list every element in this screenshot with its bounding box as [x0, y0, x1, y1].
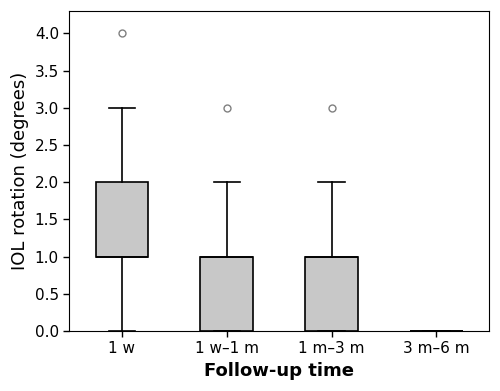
PathPatch shape — [200, 256, 253, 331]
PathPatch shape — [96, 182, 148, 256]
X-axis label: Follow-up time: Follow-up time — [204, 362, 354, 380]
Y-axis label: IOL rotation (degrees): IOL rotation (degrees) — [11, 72, 29, 270]
PathPatch shape — [306, 256, 358, 331]
